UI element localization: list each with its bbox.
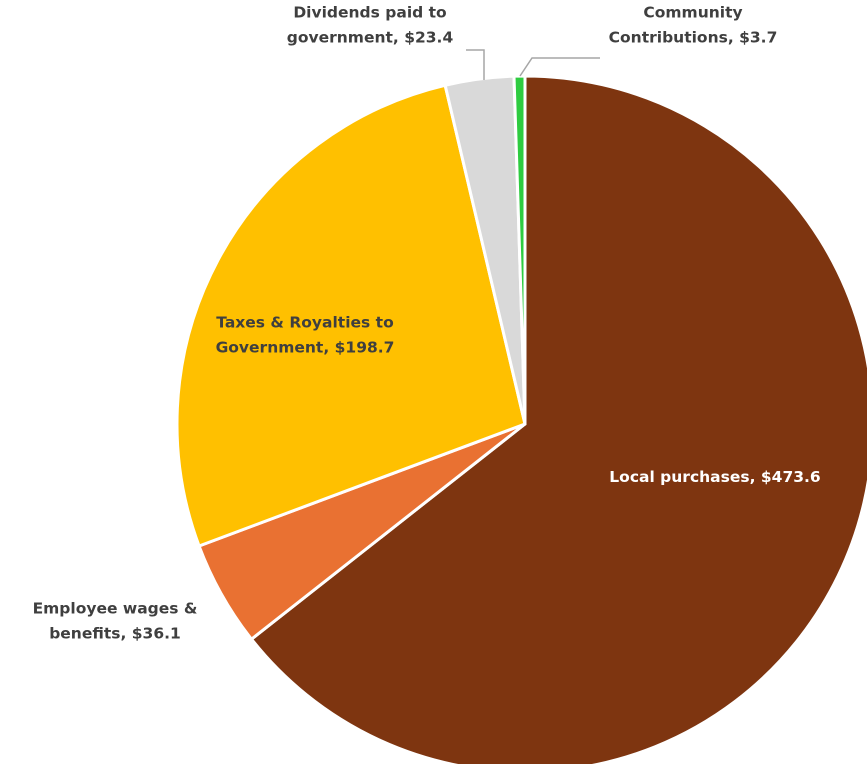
data-label-local-purchases: Local purchases, $473.6 [609,468,820,486]
data-label-dividends-paid-to-government: Dividends paid to government, $23.4 [287,4,454,47]
pie-slice-community-contributions [512,74,527,426]
data-label-community-contributions: Community Contributions, $3.7 [609,4,778,47]
leader-line-dividends-paid-to-government [466,49,485,80]
pie-slices [175,74,867,764]
pie-slice-local-purchases [249,74,867,764]
data-label-employee-wages-benefits: Employee wages & benefits, $36.1 [33,600,198,643]
leader-line-community-contributions [519,57,600,77]
pie-slice-taxes-royalties-to-government [175,83,527,548]
data-label-taxes-royalties-to-government: Taxes & Royalties to Government, $198.7 [216,314,395,357]
leader-lines [466,49,600,80]
data-labels: Local purchases, $473.6 Employee wages & b… [33,4,821,643]
